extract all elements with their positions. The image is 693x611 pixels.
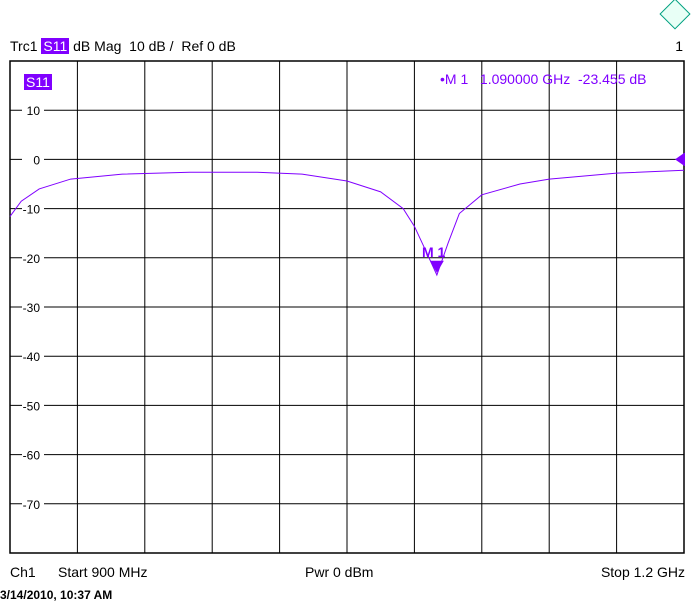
marker-readout: •M 1 1.090000 GHz -23.455 dB <box>440 71 647 87</box>
timestamp: 3/14/2010, 10:37 AM <box>0 588 113 602</box>
tick-bg <box>22 397 44 414</box>
tick-bg <box>22 102 44 119</box>
y-tick-label: 0 <box>33 153 40 167</box>
trace-label: S11 <box>24 74 52 90</box>
y-tick-label: -60 <box>23 449 41 463</box>
marker-freq: 1.090000 GHz <box>479 71 571 87</box>
tick-bg <box>22 495 44 512</box>
y-tick-label: -70 <box>23 498 41 512</box>
header: Trc1 S11 dB Mag 10 dB / Ref 0 dB <box>10 38 236 54</box>
tick-bg <box>22 299 44 315</box>
marker-value: -23.455 dB <box>578 71 647 87</box>
marker-name: M 1 <box>444 71 469 87</box>
power[interactable]: Pwr 0 dBm <box>305 564 374 580</box>
y-tick-label: -10 <box>23 203 41 217</box>
stop-freq[interactable]: Stop 1.2 GHz <box>600 564 685 580</box>
ref-level-arrow <box>675 152 685 167</box>
y-tick-label: -50 <box>23 399 41 413</box>
marker-bullet: • <box>440 71 445 87</box>
marker-triangle <box>429 260 444 273</box>
marker-label: M 1 <box>422 244 446 260</box>
window-number: 1 <box>675 38 683 54</box>
trace-line <box>9 169 685 277</box>
y-tick-label: -40 <box>23 350 41 364</box>
trace-name[interactable]: Trc1 <box>10 38 38 54</box>
format[interactable]: dB Mag <box>73 38 122 54</box>
tick-bg <box>22 200 44 217</box>
param-badge[interactable]: S11 <box>41 38 70 54</box>
scale[interactable]: 10 dB / <box>129 38 174 54</box>
y-tick-label: 10 <box>27 104 41 118</box>
y-tick-label: -20 <box>23 252 41 266</box>
start-freq[interactable]: Start 900 MHz <box>58 564 148 580</box>
tick-bg <box>22 151 44 168</box>
tick-bg <box>22 446 44 463</box>
channel: Ch1 <box>10 564 36 580</box>
tick-bg <box>22 348 44 365</box>
ref[interactable]: Ref 0 dB <box>181 38 236 54</box>
tick-bg <box>22 249 44 266</box>
y-tick-label: -30 <box>23 301 41 315</box>
